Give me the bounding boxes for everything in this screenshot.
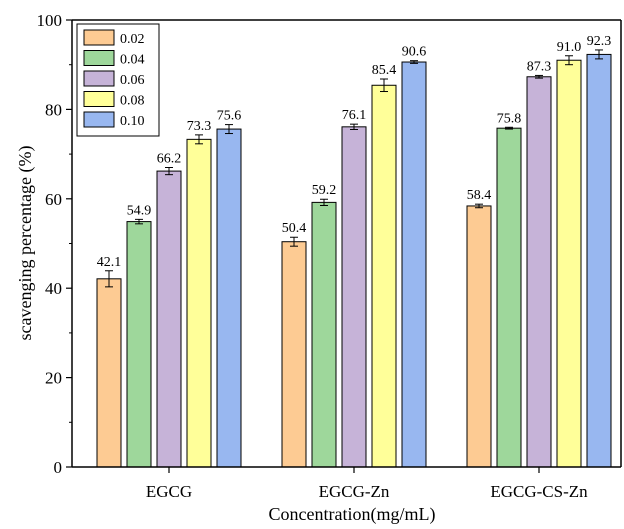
legend-label: 0.06: [120, 73, 145, 88]
x-tick-label: EGCG: [146, 482, 192, 501]
y-tick-label: 0: [54, 458, 63, 477]
bar-egcg-cs-zn-0.08: [556, 59, 582, 468]
y-tick-label: 80: [45, 100, 62, 119]
x-tick-label: EGCG-Zn: [319, 482, 390, 501]
value-label: 90.6: [402, 45, 427, 60]
y-tick-label: 20: [45, 369, 62, 388]
error-bar: [135, 218, 143, 225]
legend-swatch: [83, 50, 115, 66]
value-label: 66.2: [157, 152, 182, 167]
legend-label: 0.04: [120, 53, 145, 68]
y-tick-label: 40: [45, 279, 62, 298]
legend-swatch: [83, 111, 115, 128]
y-axis-title: scavenging percentage (%): [15, 146, 36, 341]
error-bar: [505, 126, 513, 130]
value-label: 85.4: [372, 63, 397, 78]
value-label: 75.8: [497, 111, 522, 126]
y-tick-label: 60: [45, 190, 62, 209]
bar-egcg-cs-zn-0.02: [466, 205, 492, 468]
value-label: 92.3: [587, 34, 612, 49]
value-label: 50.4: [282, 221, 307, 236]
bar-egcg-cs-zn-0.04: [496, 127, 522, 468]
bar-egcg-0.06: [156, 170, 182, 468]
error-bar: [165, 167, 173, 176]
bar-egcg-cs-zn-0.10: [586, 53, 612, 468]
bar-egcg-zn-0.08: [371, 84, 397, 468]
error-bar: [225, 124, 233, 135]
legend-label: 0.08: [120, 94, 145, 109]
bar-egcg-0.08: [186, 138, 212, 468]
bar-egcg-cs-zn-0.06: [526, 76, 552, 468]
bar-egcg-zn-0.10: [401, 61, 427, 468]
value-label: 87.3: [527, 59, 552, 74]
error-bar: [595, 49, 603, 60]
error-bar: [475, 203, 483, 209]
error-bar: [350, 123, 358, 131]
error-bar: [195, 134, 203, 145]
bar-egcg-0.10: [216, 128, 242, 468]
value-label: 91.0: [557, 40, 582, 55]
x-axis-title: Concentration(mg/mL): [269, 504, 436, 525]
error-bar: [410, 60, 418, 64]
error-bar: [380, 78, 388, 93]
error-bar: [320, 198, 328, 207]
legend-label: 0.10: [120, 114, 145, 129]
bar-egcg-0.04: [126, 221, 152, 468]
value-label: 73.3: [187, 119, 212, 134]
x-tick-label: EGCG-CS-Zn: [490, 482, 588, 501]
legend-swatch: [83, 29, 115, 46]
bar-egcg-0.02: [96, 278, 122, 468]
value-label: 75.6: [217, 109, 242, 124]
bars-layer: 42.1 54.9 66.2 73.3 75.6 50.4 59.2 76.1 85.4 90.6…: [96, 34, 612, 468]
value-label: 59.2: [312, 183, 337, 198]
bar-egcg-zn-0.04: [311, 201, 337, 468]
y-tick-label: 100: [37, 11, 63, 30]
error-bar: [105, 270, 113, 288]
value-label: 58.4: [467, 188, 492, 203]
legend-swatch: [83, 91, 115, 107]
bar-egcg-zn-0.06: [341, 126, 367, 468]
error-bar: [565, 55, 573, 66]
legend-swatch: [83, 70, 115, 87]
legend-label: 0.02: [120, 32, 145, 47]
value-label: 76.1: [342, 108, 367, 123]
bar-egcg-zn-0.02: [281, 241, 307, 468]
value-label: 54.9: [127, 203, 152, 218]
axes-layer: 0 20 40 60 80 100 EGCG EGCG-Zn EGCG-CS-Zn: [37, 11, 622, 501]
value-label: 42.1: [97, 255, 122, 270]
legend: 0.02 0.04 0.06 0.08 0.10: [76, 23, 160, 137]
error-bar: [290, 236, 298, 247]
error-bar: [535, 74, 543, 79]
